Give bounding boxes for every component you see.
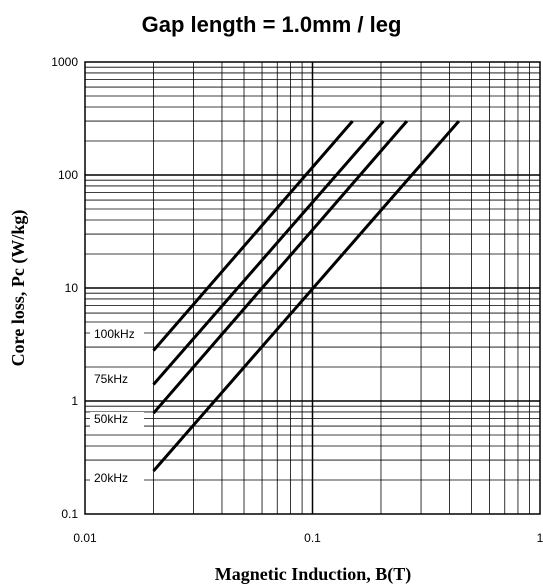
series-line-50kHz <box>152 120 409 415</box>
series-line-20kHz <box>152 120 461 473</box>
series-label-50kHz: 50kHz <box>94 412 128 426</box>
series-label-background <box>90 372 144 387</box>
x-tick-label: 1 <box>537 531 543 545</box>
series-label-100kHz: 100kHz <box>94 327 135 341</box>
y-tick-label: 0.1 <box>61 507 78 521</box>
x-tick-label: 0.1 <box>304 531 321 545</box>
series-line-75kHz <box>152 120 385 386</box>
chart-title: Gap length = 1.0mm / leg <box>141 12 402 37</box>
y-tick-label: 100 <box>58 168 78 182</box>
y-tick-label: 10 <box>65 281 79 295</box>
series-labels: 100kHz 75kHz 50kHz 20kHz <box>90 327 144 486</box>
series-label-20kHz: 20kHz <box>94 471 128 485</box>
series-label-background <box>90 412 144 427</box>
y-tick-label: 1 <box>71 394 78 408</box>
y-axis-title: Core loss, Pc (W/kg) <box>8 210 29 367</box>
series-label-75kHz: 75kHz <box>94 372 128 386</box>
x-tick-labels: 0.01 0.1 1 <box>73 531 543 545</box>
series-label-background <box>90 327 144 342</box>
plot-frame <box>84 61 541 515</box>
y-tick-labels: 0.1 1 10 100 1000 <box>51 55 78 521</box>
series-line-100kHz <box>152 120 354 352</box>
x-axis-title: Magnetic Induction, B(T) <box>215 564 412 585</box>
grid <box>85 62 540 514</box>
y-tick-label: 1000 <box>51 55 78 69</box>
series-lines <box>152 120 461 473</box>
series-label-background <box>90 471 144 486</box>
x-tick-label: 0.01 <box>73 531 97 545</box>
